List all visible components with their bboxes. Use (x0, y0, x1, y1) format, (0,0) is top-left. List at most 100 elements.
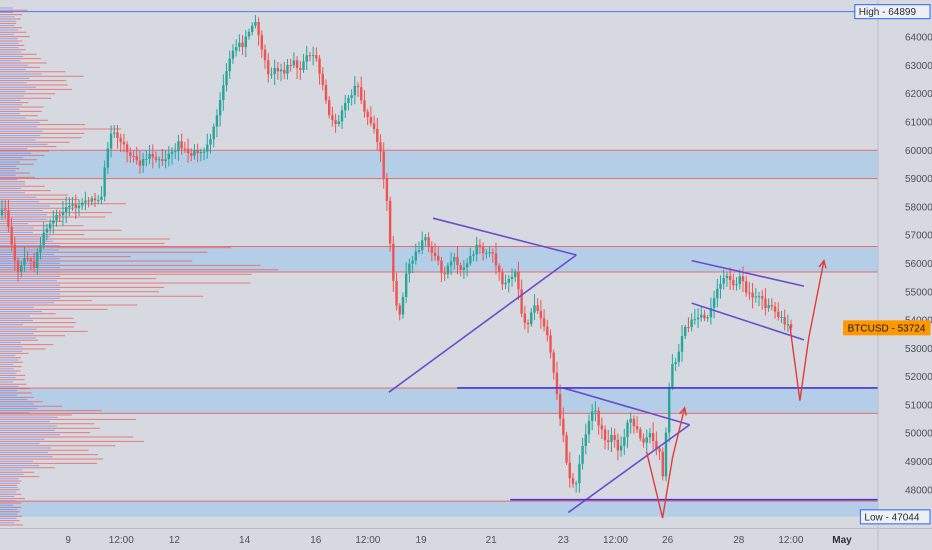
candle-body (61, 211, 65, 215)
candle-body (161, 159, 164, 161)
candle-body (501, 272, 504, 285)
candle-body (32, 261, 36, 269)
candle-body (55, 214, 58, 221)
candle-body (517, 272, 520, 290)
candle-body (372, 123, 376, 129)
candle-body (757, 296, 761, 298)
candle-body (369, 117, 373, 124)
candle-body (90, 198, 94, 202)
candle-body (363, 100, 366, 112)
candle-body (732, 280, 735, 286)
candle-body (494, 253, 498, 266)
candle-body (206, 144, 209, 152)
candle-body (526, 322, 530, 325)
candle-body (174, 151, 177, 153)
candle-body (263, 49, 267, 61)
candle-body (190, 153, 193, 156)
candle-body (350, 95, 353, 98)
triangle-1-upper (432, 217, 577, 256)
candle-body (324, 84, 328, 101)
candle-body (786, 324, 790, 326)
candle-body (706, 317, 709, 319)
y-tick-label: 49000 (905, 457, 932, 468)
candle-body (651, 433, 655, 442)
candle-body (424, 237, 427, 241)
y-tick-label: 51000 (905, 400, 932, 411)
candle-body (196, 149, 199, 154)
candle-body (29, 259, 33, 262)
candle-body (64, 207, 68, 212)
horizontal-levels (0, 11, 878, 502)
candle-body (87, 200, 90, 202)
candle-body (645, 437, 648, 443)
candle-body (344, 103, 347, 111)
candle-body (584, 434, 587, 447)
candle-body (754, 296, 757, 298)
candle-body (597, 410, 600, 426)
candle-body (334, 120, 337, 125)
candle-body (725, 275, 729, 279)
candle-body (193, 149, 196, 156)
candle-body (199, 151, 203, 154)
candle-body (113, 132, 116, 134)
arrow-down-1 (645, 407, 686, 519)
candle-body (48, 223, 52, 229)
candle-body (283, 69, 286, 74)
triangle-1-lower (388, 254, 577, 393)
candle-body (603, 429, 607, 441)
candle-body (315, 55, 318, 59)
candle-body (594, 410, 597, 412)
candle-body (777, 311, 780, 318)
candle-body (751, 292, 754, 298)
candle-body (680, 336, 684, 352)
candle-body (295, 60, 299, 69)
y-tick-label: 62000 (905, 89, 932, 100)
candle-body (562, 418, 565, 436)
candle-body (247, 31, 251, 37)
candle-body (238, 42, 241, 47)
candle-body (536, 305, 539, 311)
candle-body (292, 60, 296, 66)
candle-body (632, 418, 636, 427)
candle-body (388, 200, 392, 244)
y-tick-label: 50000 (905, 429, 932, 440)
candle-body (39, 244, 42, 253)
last-price-tag (843, 320, 931, 336)
x-tick-label: 9 (65, 535, 71, 546)
candle-body (687, 326, 690, 328)
candle-body (347, 97, 350, 104)
candle-body (129, 152, 132, 156)
candle-body (700, 314, 703, 318)
candle-body (366, 111, 369, 118)
candle-body (36, 252, 39, 269)
arrow-down-2 (789, 260, 825, 401)
candle-body (305, 55, 308, 62)
candle-body (709, 307, 713, 318)
candle-body (68, 205, 71, 208)
candle-body (151, 153, 154, 158)
candle-body (696, 317, 700, 320)
candle-body (119, 137, 122, 142)
candle-body (80, 202, 84, 206)
candle-body (677, 351, 681, 363)
candle-body (648, 433, 652, 438)
candle-body (619, 445, 623, 451)
candle-body (613, 435, 616, 440)
candle-body (430, 246, 434, 253)
x-tick-label: 12:00 (603, 535, 628, 546)
candle-body (770, 305, 774, 307)
candle-body (722, 278, 725, 284)
x-tick-label: 23 (558, 535, 570, 546)
candle-body (327, 100, 331, 116)
zone-0 (0, 150, 878, 179)
high-tag-text: High - 64899 (859, 7, 917, 18)
candle-body (667, 386, 671, 433)
y-tick-label: 61000 (905, 118, 932, 129)
candle-body (767, 305, 770, 309)
candle-body (109, 133, 113, 149)
candle-body (684, 326, 687, 337)
candle-body (97, 199, 100, 201)
candle-body (728, 275, 732, 281)
candle-body (546, 326, 549, 336)
